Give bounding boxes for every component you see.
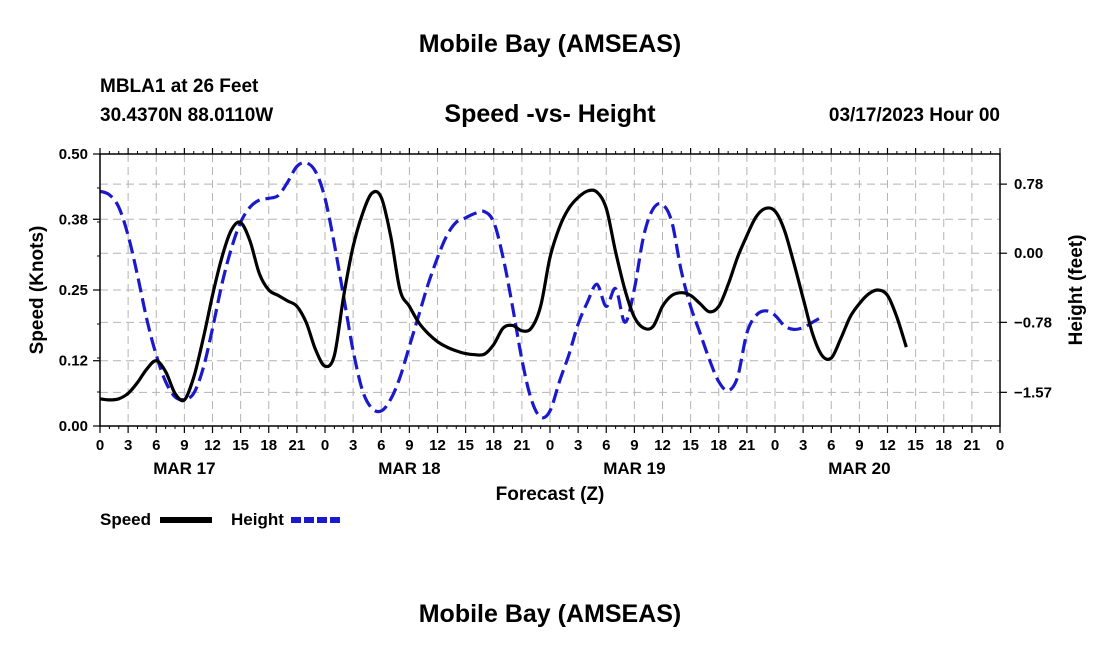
x-date-label: MAR 17 bbox=[153, 459, 215, 478]
x-tick-label: 21 bbox=[739, 437, 756, 454]
y-tick-label: 0.00 bbox=[59, 418, 88, 435]
x-tick-label: 6 bbox=[152, 437, 160, 454]
y2-tick-label: −1.57 bbox=[1014, 384, 1052, 401]
x-tick-label: 0 bbox=[996, 437, 1004, 454]
series-lines bbox=[99, 161, 908, 420]
main-title: Mobile Bay (AMSEAS) bbox=[418, 30, 682, 58]
x-tick-label: 6 bbox=[827, 437, 835, 454]
speed-height-chart: 0 3 6 9 12 15 18 21 0 3 6 9 12 15 18 21 0 3 6 9 12 15 18 21 0 3 6 9… bbox=[27, 146, 1087, 529]
x-tick-label: 6 bbox=[377, 437, 385, 454]
axes: 0 3 6 9 12 15 18 21 0 3 6 9 12 15 18 21 0 3 6 9 12 15 18 21 0 3 6 9… bbox=[59, 146, 1052, 478]
station-name: MBLA1 at 26 Feet bbox=[100, 76, 259, 97]
x-tick-label: 0 bbox=[771, 437, 779, 454]
x-tick-label: 0 bbox=[96, 437, 104, 454]
legend-height-label: Height bbox=[231, 510, 284, 529]
x-tick-label: 0 bbox=[546, 437, 554, 454]
y2-tick-label: 0.00 bbox=[1014, 245, 1043, 262]
y2-axis-label: Height (feet) bbox=[1066, 235, 1087, 346]
station-coordinates: 30.4370N 88.0110W bbox=[100, 105, 274, 126]
y2-tick-label: −0.78 bbox=[1014, 314, 1052, 331]
y-tick-label: 0.25 bbox=[59, 282, 88, 299]
speed-series-line bbox=[99, 188, 908, 403]
x-tick-label: 3 bbox=[574, 437, 582, 454]
x-tick-label: 6 bbox=[602, 437, 610, 454]
x-tick-label: 18 bbox=[260, 437, 277, 454]
x-tick-label: 18 bbox=[935, 437, 952, 454]
x-tick-label: 21 bbox=[514, 437, 531, 454]
x-date-label: MAR 18 bbox=[378, 459, 440, 478]
y-tick-label: 0.50 bbox=[59, 146, 88, 163]
x-tick-label: 12 bbox=[429, 437, 446, 454]
x-date-label: MAR 20 bbox=[828, 459, 890, 478]
y2-tick-label: 0.78 bbox=[1014, 176, 1043, 193]
x-tick-label: 15 bbox=[232, 437, 249, 454]
run-date: 03/17/2023 Hour 00 bbox=[828, 105, 1000, 126]
x-tick-label: 9 bbox=[405, 437, 413, 454]
x-tick-label: 15 bbox=[457, 437, 474, 454]
grid bbox=[100, 154, 1000, 426]
x-tick-label: 3 bbox=[349, 437, 357, 454]
x-tick-label: 3 bbox=[124, 437, 132, 454]
y-tick-label: 0.12 bbox=[59, 353, 88, 370]
x-tick-label: 3 bbox=[799, 437, 807, 454]
x-tick-label: 0 bbox=[321, 437, 329, 454]
x-tick-label: 18 bbox=[710, 437, 727, 454]
legend: Speed Height bbox=[100, 510, 343, 529]
x-tick-label: 21 bbox=[964, 437, 981, 454]
x-tick-label: 12 bbox=[654, 437, 671, 454]
chart-title: Speed -vs- Height bbox=[444, 100, 656, 128]
x-tick-label: 12 bbox=[204, 437, 221, 454]
x-axis-label: Forecast (Z) bbox=[496, 484, 605, 505]
x-tick-label: 15 bbox=[682, 437, 699, 454]
x-tick-label: 12 bbox=[879, 437, 896, 454]
footer-title: Mobile Bay (AMSEAS) bbox=[418, 600, 682, 628]
x-tick-label: 15 bbox=[907, 437, 924, 454]
y-tick-label: 0.38 bbox=[59, 211, 88, 228]
x-tick-label: 9 bbox=[180, 437, 188, 454]
x-tick-label: 9 bbox=[855, 437, 863, 454]
x-tick-label: 18 bbox=[485, 437, 502, 454]
x-tick-label: 21 bbox=[289, 437, 306, 454]
legend-speed-label: Speed bbox=[100, 510, 151, 529]
x-tick-label: 9 bbox=[630, 437, 638, 454]
x-date-label: MAR 19 bbox=[603, 459, 665, 478]
y-axis-label: Speed (Knots) bbox=[27, 226, 48, 355]
